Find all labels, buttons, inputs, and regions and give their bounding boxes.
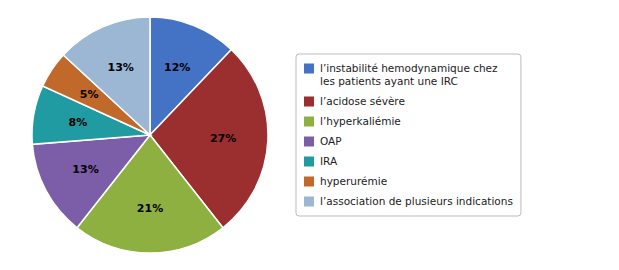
data-label: 5% <box>80 88 99 101</box>
data-label: 8% <box>69 116 88 129</box>
data-label: 13% <box>107 61 133 74</box>
legend: l’instabilité hemodynamique chezles pati… <box>296 54 521 216</box>
legend-swatch <box>304 157 314 167</box>
legend-swatch <box>304 64 314 74</box>
legend-label: IRA <box>320 155 338 167</box>
data-label: 21% <box>137 202 163 215</box>
legend-swatch <box>304 177 314 187</box>
legend-swatch <box>304 197 314 207</box>
data-label: 12% <box>164 61 190 74</box>
legend-label: l’association de plusieurs indications <box>320 195 513 207</box>
slice <box>63 17 150 135</box>
legend-frame <box>296 54 521 216</box>
data-label: 13% <box>72 163 98 176</box>
legend-label: l’hyperkaliémie <box>320 115 401 127</box>
slice <box>32 135 150 228</box>
slices <box>32 17 268 253</box>
legend-label: hyperurémie <box>320 175 387 187</box>
data-label: 27% <box>210 132 236 145</box>
legend-label: l’acidose sévère <box>320 95 405 107</box>
chart-container: 12% 27% 21% 13% 8% 5% 13% l’instabilité hemodyn… <box>0 0 619 270</box>
legend-swatch <box>304 97 314 107</box>
chart: 12% 27% 21% 13% 8% 5% 13% l’instabilité hemodyn… <box>0 0 619 270</box>
legend-label: l’instabilité hemodynamique chezles pati… <box>320 62 498 87</box>
data-labels: 12% 27% 21% 13% 8% 5% 13% <box>69 61 237 215</box>
legend-label: OAP <box>320 135 342 147</box>
legend-swatch <box>304 137 314 147</box>
legend-swatch <box>304 117 314 127</box>
